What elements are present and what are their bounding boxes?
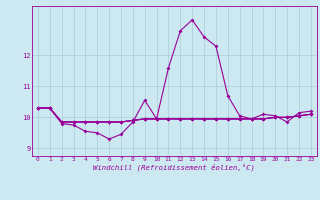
X-axis label: Windchill (Refroidissement éolien,°C): Windchill (Refroidissement éolien,°C) (93, 164, 255, 171)
